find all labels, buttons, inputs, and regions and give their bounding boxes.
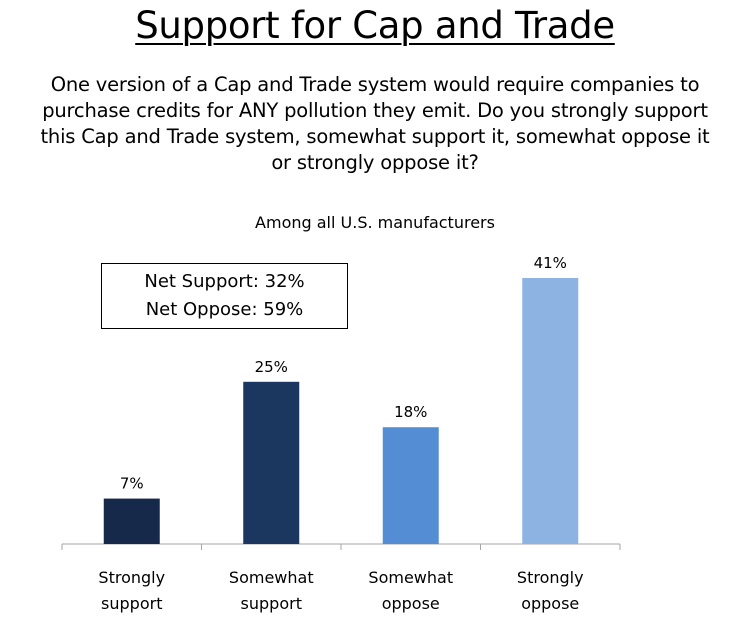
chart-subtitle: Among all U.S. manufacturers (255, 213, 495, 232)
category-label: oppose (521, 594, 579, 613)
bar (522, 278, 579, 544)
survey-question: One version of a Cap and Trade system wo… (40, 73, 710, 174)
net-oppose-label: Net Oppose: 59% (145, 299, 304, 320)
bar (243, 381, 300, 544)
bar-value-label: 7% (120, 475, 144, 493)
category-label: support (241, 594, 302, 613)
bar (103, 498, 160, 544)
bar-value-label: 41% (534, 254, 567, 272)
bar-value-label: 25% (255, 358, 288, 376)
bar (382, 427, 439, 544)
category-label: oppose (382, 594, 440, 613)
category-label: Somewhat (229, 568, 314, 587)
category-label: support (101, 594, 162, 613)
net-summary-box: Net Support: 32% Net Oppose: 59% (101, 263, 348, 329)
category-label: Somewhat (368, 568, 453, 587)
bar-value-label: 18% (394, 403, 427, 421)
category-label: Strongly (517, 568, 584, 587)
category-label: Strongly (98, 568, 165, 587)
net-support-label: Net Support: 32% (144, 271, 305, 292)
chart-title: Support for Cap and Trade (135, 4, 615, 47)
